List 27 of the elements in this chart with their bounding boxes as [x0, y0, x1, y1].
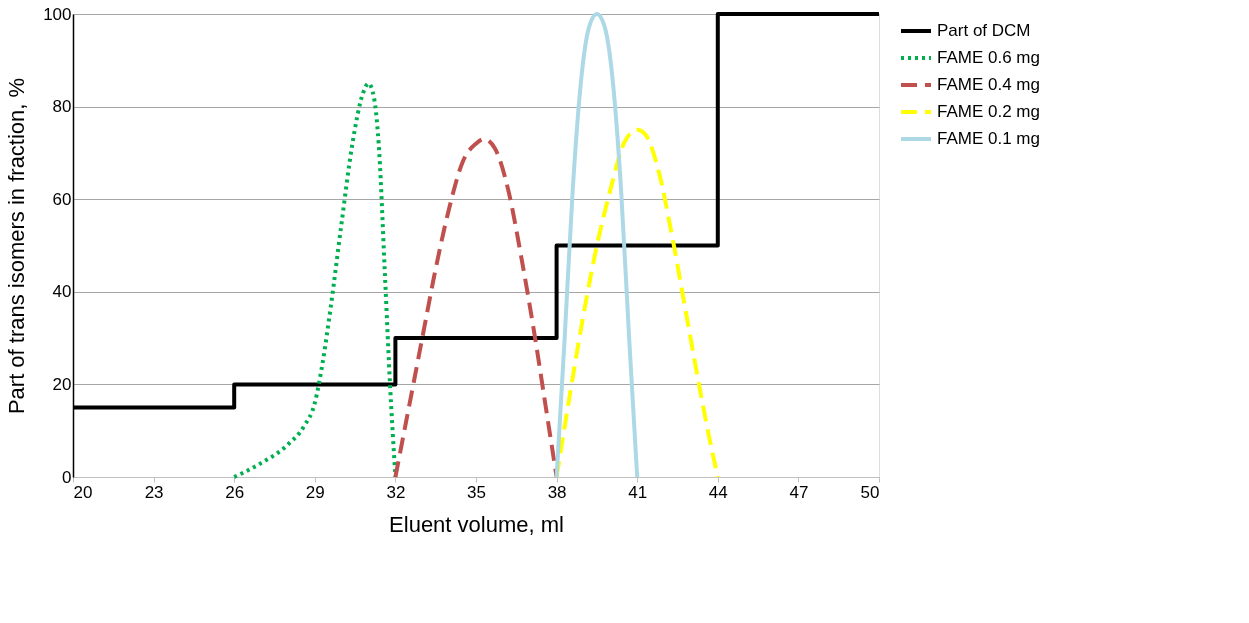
- x-tick-label: 32: [386, 482, 406, 502]
- x-tick-label: 44: [708, 482, 728, 502]
- y-tick-label: 100: [43, 4, 72, 24]
- y-tick-label: 40: [52, 282, 72, 302]
- y-axis-title: Part of trans isomers in fraction, %: [4, 77, 30, 415]
- x-tick-label: 47: [789, 482, 809, 502]
- x-tick-label: 35: [467, 482, 486, 502]
- x-axis-title: Eluent volume, ml: [389, 511, 564, 537]
- y-tick-label: 0: [62, 467, 72, 487]
- legend-label: FAME 0.6 mg: [937, 48, 1040, 67]
- line-series: [232, 81, 398, 479]
- legend-label: FAME 0.2 mg: [937, 102, 1040, 121]
- legend-label: Part of DCM: [937, 21, 1031, 40]
- x-tick-label: 41: [628, 482, 648, 502]
- y-tick-label: 80: [52, 97, 72, 117]
- legend-label: FAME 0.4 mg: [937, 75, 1040, 94]
- x-tick-label: 38: [547, 482, 567, 502]
- line-series: [554, 12, 640, 479]
- legend-label: FAME 0.1 mg: [937, 129, 1040, 148]
- line-series: [393, 137, 559, 479]
- y-tick-label: 60: [52, 189, 72, 209]
- x-tick-label: 23: [144, 482, 164, 502]
- y-tick-label: 20: [52, 374, 72, 394]
- x-tick-label: 20: [73, 482, 93, 502]
- x-tick-label: 29: [305, 482, 325, 502]
- x-tick-label: 50: [860, 482, 880, 502]
- x-tick-label: 26: [225, 482, 245, 502]
